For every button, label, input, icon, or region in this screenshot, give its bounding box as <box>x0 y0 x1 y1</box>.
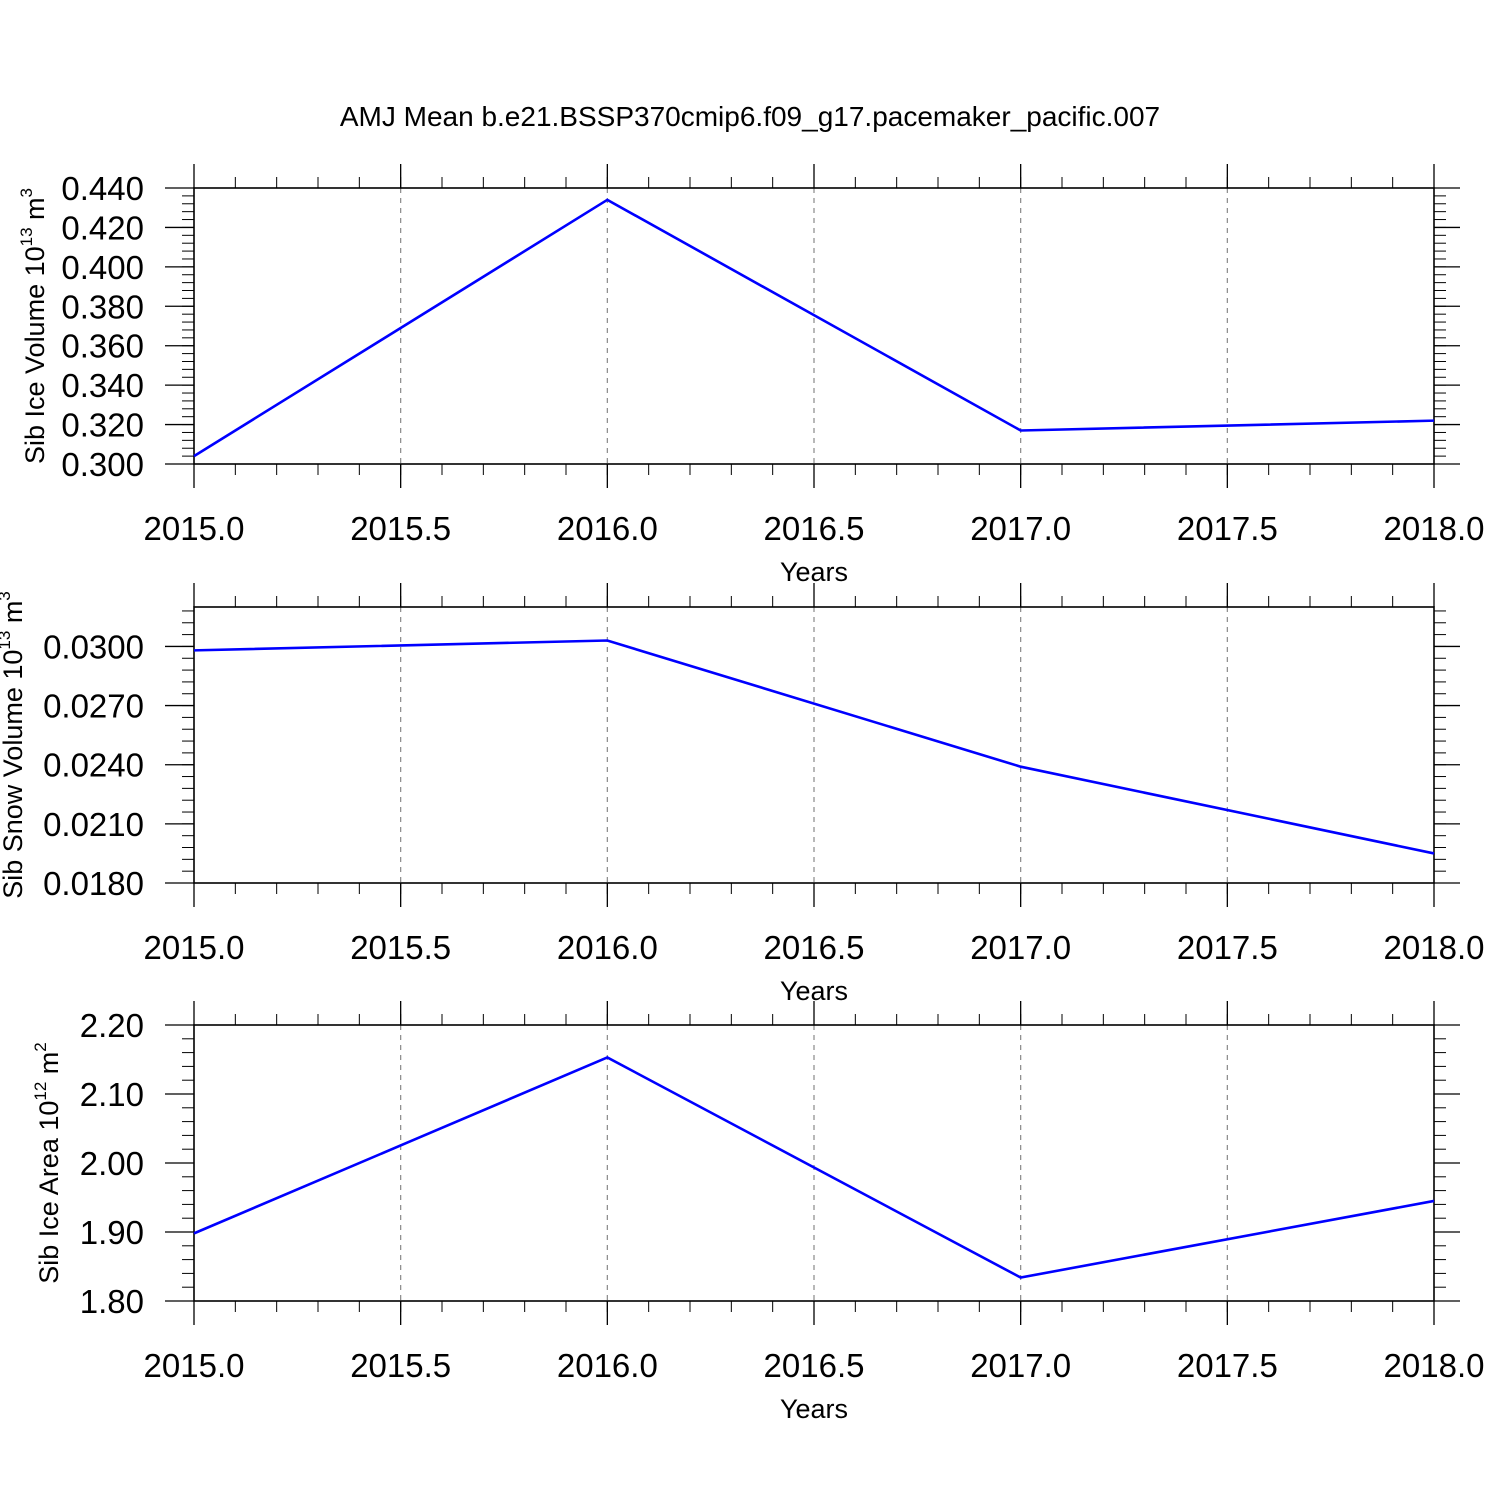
y-tick-label: 0.380 <box>61 288 144 325</box>
x-tick-label: 2015.0 <box>144 1347 245 1384</box>
x-tick-label: 2016.5 <box>764 510 865 547</box>
panel-1: 2015.0 2015.5 2016.0 2016.5 2017.0 2017.5 2018… <box>17 164 1484 587</box>
x-tick-label: 2016.0 <box>557 510 658 547</box>
x-tick-label: 2017.0 <box>970 929 1071 966</box>
plot-frame <box>193 1024 1435 1302</box>
x-axis-label: Years <box>780 1394 848 1424</box>
y-tick-label: 0.320 <box>61 407 144 444</box>
y-tick-label: 2.20 <box>80 1007 144 1044</box>
x-tick-label: 2015.5 <box>350 510 451 547</box>
y-tick-label: 0.300 <box>61 446 144 483</box>
x-tick-label: 2015.0 <box>144 510 245 547</box>
y-tick-label: 2.10 <box>80 1076 144 1113</box>
y-tick-label: 2.00 <box>80 1145 144 1182</box>
y-tick-label: 0.0240 <box>43 747 144 784</box>
plot-frame <box>193 187 1435 465</box>
y-tick-label: 0.340 <box>61 367 144 404</box>
x-tick-label: 2016.0 <box>557 1347 658 1384</box>
y-tick-label: 1.80 <box>80 1283 144 1320</box>
panels: 2015.0 2015.5 2016.0 2016.5 2017.0 2017.5 2018… <box>0 164 1484 1424</box>
panel-2: 2015.0 2015.5 2016.0 2016.5 2017.0 2017.5 2018… <box>0 583 1484 1006</box>
x-tick-label: 2018.0 <box>1384 510 1485 547</box>
series-line <box>193 1055 1435 1279</box>
x-axis-label: Years <box>780 557 848 587</box>
x-tick-label: 2018.0 <box>1384 929 1485 966</box>
x-tick-label: 2016.5 <box>764 929 865 966</box>
y-tick-label: 0.420 <box>61 209 144 246</box>
x-tick-label: 2015.5 <box>350 929 451 966</box>
x-tick-label: 2017.5 <box>1177 1347 1278 1384</box>
y-axis-label: Sib Snow Volume 1013 m3 <box>0 591 28 899</box>
x-tick-label: 2017.5 <box>1177 510 1278 547</box>
y-tick-label: 0.0180 <box>43 865 144 902</box>
x-tick-label: 2017.5 <box>1177 929 1278 966</box>
x-tick-label: 2016.5 <box>764 1347 865 1384</box>
panel-3: 2015.0 2015.5 2016.0 2016.5 2017.0 2017.5 2018… <box>31 1001 1484 1424</box>
series-line <box>193 198 1435 458</box>
y-axis-label: Sib Ice Volume 1013 m3 <box>17 188 50 464</box>
y-tick-label: 0.0270 <box>43 688 144 725</box>
x-tick-label: 2016.0 <box>557 929 658 966</box>
y-tick-label: 0.360 <box>61 328 144 365</box>
x-tick-label: 2015.0 <box>144 929 245 966</box>
y-tick-label: 0.0210 <box>43 806 144 843</box>
x-tick-label: 2018.0 <box>1384 1347 1485 1384</box>
figure-title: AMJ Mean b.e21.BSSP370cmip6.f09_g17.pace… <box>340 101 1160 132</box>
y-tick-label: 0.440 <box>61 170 144 207</box>
x-tick-label: 2017.0 <box>970 1347 1071 1384</box>
y-axis-label: Sib Ice Area 1012 m2 <box>31 1042 64 1284</box>
series-line <box>193 639 1435 855</box>
y-tick-label: 1.90 <box>80 1214 144 1251</box>
y-tick-label: 0.400 <box>61 249 144 286</box>
y-tick-label: 0.0300 <box>43 628 144 665</box>
x-tick-label: 2017.0 <box>970 510 1071 547</box>
plot-frame <box>193 606 1435 884</box>
x-tick-label: 2015.5 <box>350 1347 451 1384</box>
